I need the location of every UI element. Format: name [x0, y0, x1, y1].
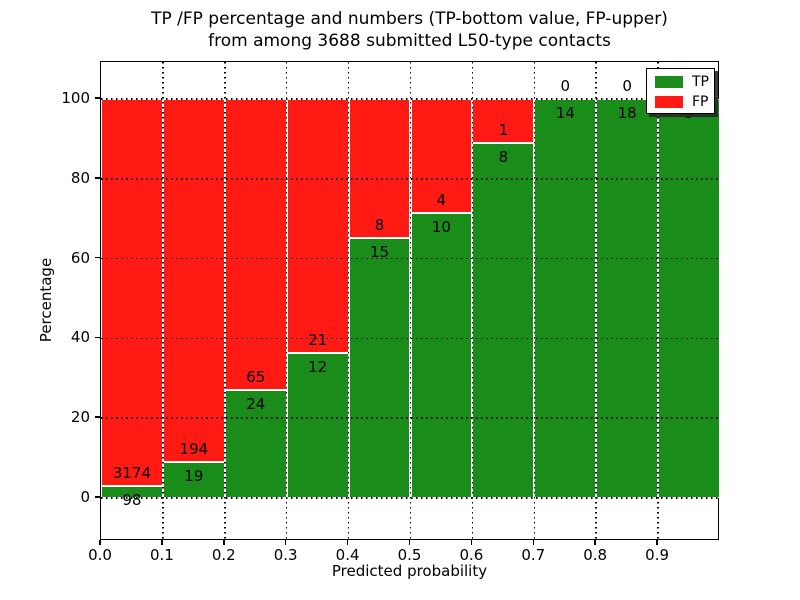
x-tickmark: [99, 540, 101, 545]
fp-count-label: 8: [374, 215, 385, 234]
tp-count-label: 19: [184, 467, 204, 486]
x-gridline: [224, 62, 226, 539]
fp-count-label: 4: [436, 191, 447, 209]
x-gridline: [347, 62, 350, 539]
bar-tp-segment: [596, 99, 659, 498]
x-axis-title: Predicted probability: [331, 562, 488, 580]
x-gridline: [595, 62, 597, 539]
x-tickmark: [594, 540, 596, 545]
x-gridline: [471, 62, 474, 539]
x-tick-label: 0.4: [335, 546, 360, 564]
y-tickmark: [95, 177, 100, 179]
fp-count-label: 21: [308, 330, 328, 349]
y-gridline: [101, 98, 718, 100]
fp-count-label: 1: [498, 121, 509, 140]
x-tickmark: [532, 540, 535, 545]
x-tick-label: 0.2: [211, 546, 236, 564]
y-gridline: [101, 497, 718, 499]
y-tick-label: 80: [70, 168, 90, 187]
x-tick-label: 0.7: [521, 546, 546, 564]
tp-count-label: 8: [498, 148, 509, 167]
x-gridline: [285, 62, 288, 539]
bar-tp-segment: [534, 99, 597, 498]
y-gridline: [101, 337, 718, 340]
y-tick-label: 100: [61, 89, 90, 107]
x-tick-label: 0.6: [459, 546, 484, 564]
bar-fp-segment: [101, 99, 163, 487]
tp-count-label: 18: [617, 104, 637, 122]
x-tickmark: [223, 540, 225, 545]
chart-title-line1: TP /FP percentage and numbers (TP-bottom…: [151, 9, 668, 29]
x-tick-label: 0.8: [583, 546, 608, 564]
plot-area: TP FP 3174981941965242112815410180140180…: [100, 61, 720, 540]
y-tickmark: [95, 256, 100, 259]
bar-fp-segment: [286, 99, 349, 353]
bar-tp-segment: [658, 99, 720, 498]
chart-title: TP /FP percentage and numbers (TP-bottom…: [100, 8, 719, 52]
fp-count-label: 194: [179, 440, 209, 459]
x-tick-label: 0.9: [645, 546, 670, 564]
chart-title-line2: from among 3688 submitted L50-type conta…: [208, 31, 611, 51]
x-tick-label: 0.0: [88, 546, 112, 564]
x-gridline: [657, 62, 659, 539]
y-gridline: [101, 257, 718, 260]
fp-count-label: 0: [560, 77, 571, 95]
y-gridline: [101, 417, 718, 419]
legend-item-tp: TP: [655, 75, 714, 89]
fp-legend-swatch: [655, 96, 683, 108]
y-tick-label: 0: [80, 488, 90, 506]
y-tickmark: [95, 336, 100, 339]
x-tickmark: [346, 540, 349, 545]
bar-tp-segment: [348, 237, 411, 498]
tp-count-label: 15: [370, 242, 390, 261]
x-tick-label: 0.5: [397, 546, 422, 564]
x-tickmark: [408, 540, 411, 545]
x-gridline: [162, 62, 164, 539]
x-tickmark: [284, 540, 287, 545]
x-tickmark: [656, 540, 658, 545]
x-tick-label: 0.1: [149, 546, 174, 564]
tp-count-label: 14: [555, 104, 575, 122]
legend-label-tp: TP: [692, 74, 709, 90]
bar-fp-segment: [162, 99, 225, 463]
x-tickmark: [470, 540, 473, 545]
fp-count-label: 65: [246, 368, 266, 387]
tp-count-label: 24: [246, 395, 266, 414]
tp-count-label: 12: [308, 357, 328, 376]
fp-count-label: 0: [622, 77, 632, 95]
y-tick-label: 20: [70, 408, 90, 427]
y-gridline: [101, 178, 718, 180]
tp-count-label: 10: [431, 218, 451, 236]
x-tickmark: [161, 540, 163, 545]
y-tick-label: 60: [70, 248, 90, 267]
legend-item-fp: FP: [655, 95, 714, 109]
x-gridline: [409, 62, 412, 539]
legend-label-fp: FP: [692, 94, 709, 110]
y-tickmark: [95, 416, 100, 418]
tp-count-label: 98: [122, 491, 142, 510]
bar-tp-segment: [472, 143, 535, 498]
legend: TP FP: [646, 68, 715, 114]
tp-legend-swatch: [655, 76, 683, 88]
y-tick-label: 40: [70, 328, 90, 347]
x-gridline: [533, 62, 536, 539]
bar-fp-segment: [224, 99, 287, 391]
y-tickmark: [95, 97, 100, 99]
fp-count-label: 3174: [112, 464, 152, 483]
y-tickmark: [95, 496, 100, 498]
x-tick-label: 0.3: [273, 546, 298, 564]
bar-tp-segment: [410, 213, 473, 498]
